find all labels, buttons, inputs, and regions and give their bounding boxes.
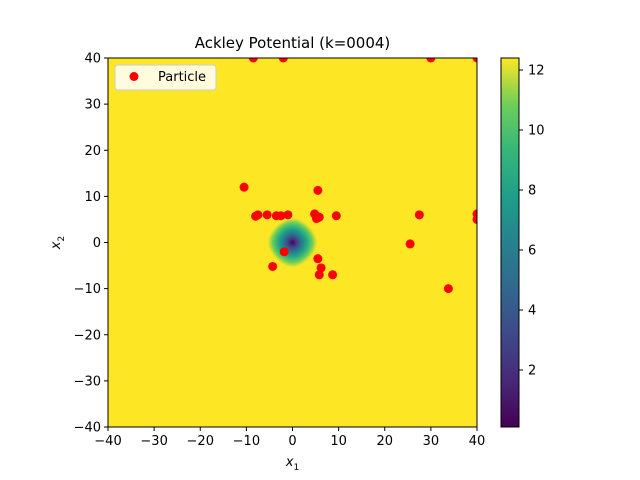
particle-point — [314, 270, 324, 280]
y-tick-label: 40 — [84, 52, 101, 67]
particle-point — [426, 58, 436, 63]
heatmap-area — [108, 58, 477, 427]
particle-point — [283, 210, 293, 220]
y-tick-label: 0 — [93, 236, 101, 251]
colorbar-axis: 2 4 6 8 10 12 — [519, 64, 545, 379]
colorbar-tick-label: 2 — [528, 364, 536, 379]
x-tick-label: −30 — [140, 434, 167, 449]
particle-points — [239, 58, 477, 294]
chart-title: Ackley Potential (k=0004) — [195, 34, 391, 52]
particle-point — [414, 210, 424, 220]
colorbar-tick-label: 12 — [528, 64, 545, 79]
y-tick-label: −10 — [74, 282, 101, 297]
particle-point — [276, 211, 286, 221]
particle-point — [268, 261, 278, 271]
particle-point — [248, 58, 258, 63]
particle-point — [316, 263, 326, 273]
x-tick-label: 40 — [469, 434, 486, 449]
y-axis: −40 −30 −20 −10 0 10 20 30 40 — [74, 52, 108, 436]
particle-point — [311, 214, 321, 224]
particle-point — [278, 58, 288, 63]
legend-marker-particle — [129, 72, 139, 81]
particle-point — [262, 210, 272, 220]
ackley-heatmap — [108, 58, 477, 427]
particle-point — [331, 211, 341, 221]
x-tick-label: −20 — [187, 434, 214, 449]
colorbar-frame — [500, 57, 520, 428]
particle-point — [472, 58, 477, 63]
x-tick-label: −10 — [233, 434, 260, 449]
y-tick-label: 20 — [84, 144, 101, 159]
particle-point — [279, 247, 289, 257]
x-tick-label: 0 — [288, 434, 296, 449]
colorbar — [501, 58, 519, 427]
particle-point — [239, 182, 249, 192]
x-axis: −40 −30 −20 −10 0 10 20 30 40 — [94, 427, 485, 449]
y-tick-label: −40 — [74, 421, 101, 436]
x-tick-label: 20 — [376, 434, 393, 449]
y-tick-label: 10 — [84, 190, 101, 205]
y-axis-label: x2 — [49, 236, 67, 250]
y-tick-label: 30 — [84, 98, 101, 113]
y-tick-label: −30 — [74, 374, 101, 389]
legend: Particle — [114, 64, 217, 91]
particle-point — [472, 214, 477, 224]
colorbar-tick-label: 6 — [528, 244, 536, 259]
colorbar-tick-label: 8 — [528, 184, 536, 199]
particle-point — [253, 210, 263, 220]
particle-point — [313, 185, 323, 195]
x-tick-label: 10 — [330, 434, 347, 449]
colorbar-tick-label: 10 — [528, 124, 545, 139]
particle-point — [328, 270, 338, 280]
legend-label-particle: Particle — [158, 70, 206, 85]
colorbar-tick-label: 4 — [528, 304, 536, 319]
x-tick-label: 30 — [423, 434, 440, 449]
x-tick-label: −40 — [94, 434, 121, 449]
particle-point — [405, 239, 415, 249]
legend-box — [114, 64, 217, 91]
y-tick-label: −20 — [74, 328, 101, 343]
particle-point — [313, 254, 323, 264]
particle-point — [443, 284, 453, 294]
x-axis-label: x1 — [285, 455, 299, 473]
